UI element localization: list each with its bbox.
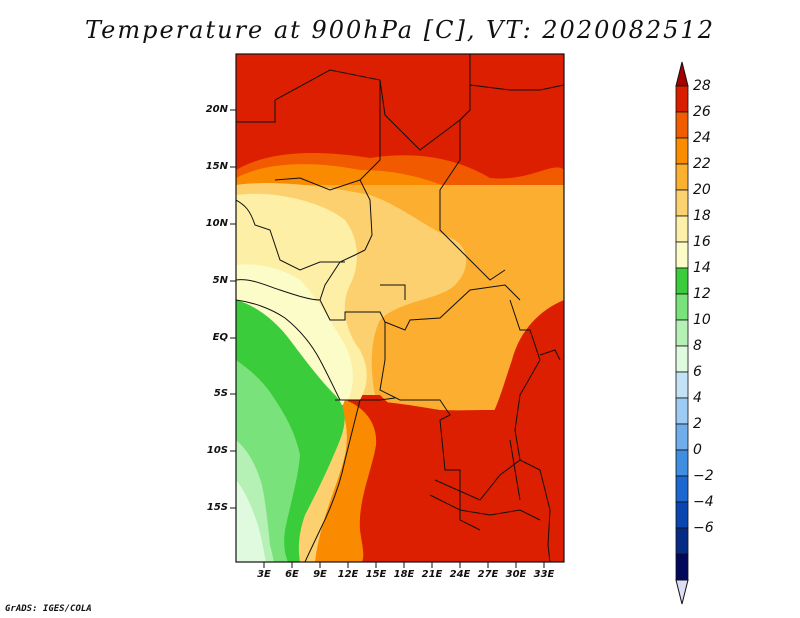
colorbar-label: 2 — [693, 416, 702, 432]
colorbar-label: 0 — [693, 442, 702, 458]
lat-label: 10N — [205, 218, 228, 229]
lat-label: 15S — [206, 502, 228, 513]
colorbar-swatch — [675, 345, 689, 373]
colorbar-swatch — [675, 189, 689, 217]
lon-label: 18E — [393, 569, 415, 580]
colorbar-label: 14 — [693, 260, 711, 276]
lon-label: 21E — [421, 569, 443, 580]
lon-label: 12E — [337, 569, 359, 580]
lat-label: 20N — [205, 104, 228, 115]
map-title: Temperature at 900hPa [C], VT: 202008251… — [85, 16, 715, 44]
colorbar-swatch — [675, 241, 689, 269]
colorbar-bottom-arrow — [675, 579, 689, 605]
colorbar-swatch — [675, 371, 689, 399]
lon-label: 24E — [449, 569, 471, 580]
colorbar-swatch — [675, 267, 689, 295]
lon-label: 15E — [365, 569, 387, 580]
colorbar-swatch — [675, 501, 689, 529]
colorbar-label: −4 — [693, 494, 714, 510]
colorbar-label: 16 — [693, 234, 711, 250]
colorbar-swatch — [675, 449, 689, 477]
colorbar-label: 24 — [693, 130, 711, 146]
colorbar-swatch — [675, 475, 689, 503]
colorbar-swatch — [675, 423, 689, 451]
lat-label: 15N — [205, 161, 228, 172]
colorbar-label: 10 — [693, 312, 711, 328]
colorbar-label: 20 — [693, 182, 711, 198]
colorbar-label: 6 — [693, 364, 702, 380]
lon-label: 27E — [477, 569, 499, 580]
colorbar-swatch — [675, 527, 689, 555]
colorbar-top-arrow — [675, 61, 689, 87]
lat-label: 10S — [206, 445, 228, 456]
axis-ticks — [230, 109, 545, 568]
colorbar-swatch — [675, 319, 689, 347]
lat-label: 5S — [213, 388, 228, 399]
map-frame — [235, 53, 565, 563]
colorbar-swatch — [675, 163, 689, 191]
lat-label: EQ — [212, 332, 228, 343]
lon-label: 3E — [257, 569, 271, 580]
lon-label: 30E — [505, 569, 527, 580]
lon-label: 33E — [533, 569, 555, 580]
lat-label: 5N — [212, 275, 228, 286]
lon-label: 9E — [313, 569, 327, 580]
colorbar-label: 12 — [693, 286, 711, 302]
colorbar-label: 4 — [693, 390, 702, 406]
colorbar-swatch — [675, 293, 689, 321]
colorbar-label: −2 — [693, 468, 714, 484]
colorbar — [675, 61, 689, 605]
colorbar-swatch — [675, 397, 689, 425]
colorbar-swatch — [675, 85, 689, 113]
colorbar-label: 18 — [693, 208, 711, 224]
colorbar-swatch — [675, 111, 689, 139]
country-borders — [236, 54, 564, 562]
lon-label: 6E — [285, 569, 299, 580]
colorbar-label: 28 — [693, 78, 711, 94]
credit-text: GrADS: IGES/COLA — [5, 604, 92, 614]
colorbar-label: −6 — [693, 520, 714, 536]
colorbar-swatch — [675, 137, 689, 165]
colorbar-swatch — [675, 553, 689, 581]
colorbar-label: 8 — [693, 338, 702, 354]
colorbar-label: 26 — [693, 104, 711, 120]
colorbar-swatch — [675, 215, 689, 243]
colorbar-label: 22 — [693, 156, 711, 172]
